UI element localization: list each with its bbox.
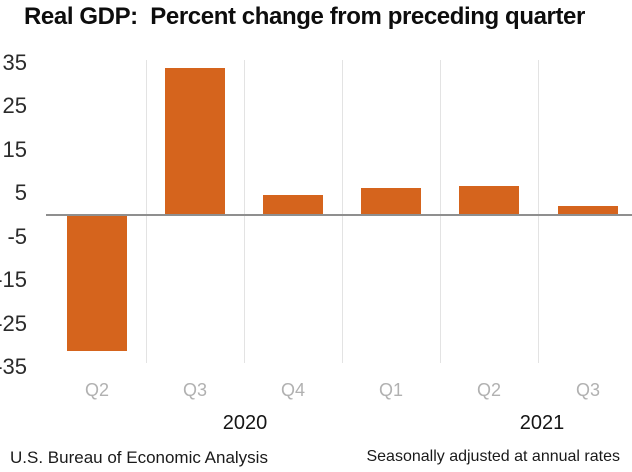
chart-title: Real GDP: Percent change from preceding …	[24, 3, 585, 30]
x-axis-quarter-label: Q2	[84, 380, 109, 400]
bar-q3-2021	[558, 206, 618, 215]
y-axis-tick-label: -35	[0, 354, 27, 379]
source-attribution: U.S. Bureau of Economic Analysis	[10, 448, 268, 467]
x-axis-quarter-label: Q2	[476, 380, 501, 400]
vertical-gridline	[244, 60, 245, 363]
zero-axis-line	[46, 214, 632, 216]
bar-q3-2020	[165, 68, 225, 215]
year-label-2020: 2020	[222, 412, 268, 434]
y-axis-tick-label: -25	[0, 311, 27, 336]
y-axis-tick-label: -5	[7, 224, 27, 249]
vertical-gridline	[440, 60, 441, 363]
y-axis-tick-label: -15	[0, 267, 27, 292]
x-axis-quarter-label: Q3	[182, 380, 207, 400]
bar-q1-2021	[361, 188, 421, 215]
y-axis-tick-label: 25	[2, 93, 27, 118]
y-axis-tick-label: 35	[2, 50, 27, 75]
vertical-gridline	[146, 60, 147, 363]
vertical-gridline	[538, 60, 539, 363]
x-axis-quarter-label: Q4	[280, 380, 305, 400]
adjustment-note: Seasonally adjusted at annual rates	[366, 448, 620, 465]
y-axis-tick-label: 5	[14, 180, 27, 205]
y-axis-tick-label: 15	[2, 137, 27, 162]
year-label-2021: 2021	[519, 412, 565, 434]
x-axis-quarter-label: Q1	[378, 380, 403, 400]
bar-q4-2020	[263, 195, 323, 215]
x-axis-quarter-label: Q3	[575, 380, 600, 400]
bar-q2-2021	[459, 186, 519, 215]
vertical-gridline	[342, 60, 343, 363]
bar-q2-2020	[67, 215, 127, 351]
